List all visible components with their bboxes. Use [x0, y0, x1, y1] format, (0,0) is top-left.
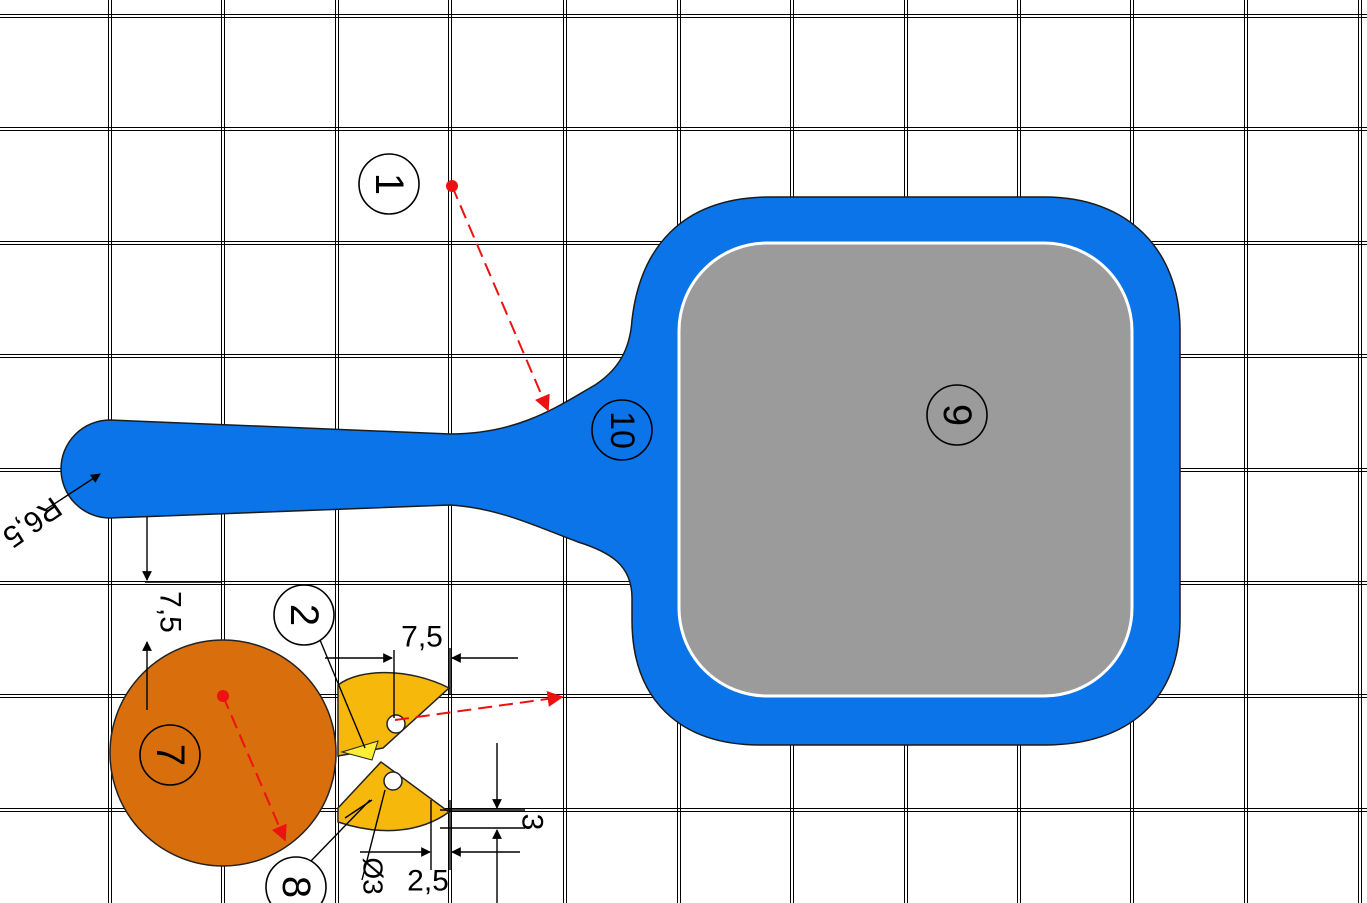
- dimension-hole-diameter-label: Ø3: [358, 857, 389, 894]
- leader-arrow-beak: [394, 691, 564, 721]
- callout-label-10: 10: [603, 411, 641, 449]
- paddle-face-part-9: [677, 241, 1134, 698]
- leader-arrow-1: [451, 185, 550, 412]
- callout-10: 10: [591, 399, 653, 461]
- paddle-part-10: [60, 196, 1181, 746]
- bird-head-part-7: [109, 639, 337, 867]
- dimension-width-top-label: 7,5: [401, 621, 443, 654]
- callout-1: 1: [358, 153, 420, 215]
- head-ellipse: [109, 639, 337, 867]
- callout-label-2: 2: [282, 604, 326, 626]
- callout-label-9: 9: [935, 404, 979, 426]
- callout-label-1: 1: [367, 173, 411, 195]
- hole-upper: [386, 714, 406, 734]
- callout-9: 9: [926, 384, 988, 446]
- callout-8: 8: [265, 856, 327, 903]
- dimension-radius-label: R6,5: [0, 490, 67, 553]
- dimension-lines: [44, 473, 525, 903]
- dimension-width-bottom-label: 2,5: [407, 865, 449, 898]
- hole-lower: [383, 771, 403, 791]
- dimension-vertical-offset-label: 7,5: [154, 591, 187, 633]
- callout-label-7: 7: [148, 744, 192, 766]
- dimension-gap-label: 3: [516, 814, 549, 831]
- reference-markers: [217, 180, 564, 842]
- beak-tongue: [340, 740, 379, 761]
- callout-2: 2: [273, 584, 335, 646]
- callout-label-8: 8: [274, 876, 318, 898]
- callout-7: 7: [139, 724, 201, 786]
- leader-arrow-7-down: [222, 695, 287, 842]
